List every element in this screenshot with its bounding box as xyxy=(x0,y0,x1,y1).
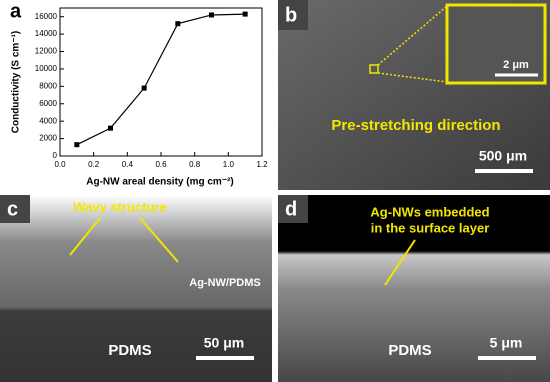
data-point xyxy=(209,12,214,18)
annotation: Ag-NWs embedded xyxy=(370,204,489,219)
inset xyxy=(445,3,547,85)
sem-image xyxy=(278,195,550,382)
arrow xyxy=(69,217,101,256)
substrate-label: PDMS xyxy=(388,342,431,359)
data-point xyxy=(141,85,147,91)
label-box xyxy=(278,0,308,30)
scale-label: 500 μm xyxy=(479,148,527,164)
chart-a: a Ag-NW areal density (mg cm⁻²) Conducti… xyxy=(10,0,268,187)
annotation: Ag-NW/PDMS xyxy=(189,277,261,289)
substrate-label: PDMS xyxy=(108,342,151,359)
y-tick-label: 14000 xyxy=(35,29,58,38)
y-tick-label: 12000 xyxy=(35,47,58,56)
data-point xyxy=(175,21,181,27)
x-tick-label: 1.2 xyxy=(256,160,268,169)
zoom-line xyxy=(377,72,448,83)
x-tick-label: 0.2 xyxy=(88,160,100,169)
sem-image xyxy=(0,195,272,382)
annotation: in the surface layer xyxy=(371,220,490,235)
annotation: Pre-stretching direction xyxy=(331,117,500,134)
panel-label: a xyxy=(10,0,22,22)
y-tick-label: 16000 xyxy=(35,12,58,21)
y-tick-label: 8000 xyxy=(39,81,57,90)
arrow xyxy=(384,239,416,286)
x-tick-label: 0.0 xyxy=(54,160,66,169)
data-point xyxy=(74,142,80,148)
label-box xyxy=(0,195,30,223)
y-tick-label: 4000 xyxy=(39,116,57,125)
zoom-line xyxy=(377,5,448,66)
y-axis-label: Conductivity (S cm⁻¹) xyxy=(11,31,22,134)
y-tick-label: 10000 xyxy=(35,64,58,73)
y-tick-label: 2000 xyxy=(39,134,57,143)
scale-label: 5 μm xyxy=(490,335,523,351)
zoom-box xyxy=(369,64,379,74)
x-tick-label: 1.0 xyxy=(223,160,235,169)
y-tick-label: 6000 xyxy=(39,99,57,108)
y-tick-label: 0 xyxy=(53,151,58,160)
annotation: Wavy structure xyxy=(73,199,166,214)
panel-label: c xyxy=(7,198,18,220)
label-box xyxy=(278,195,308,223)
panel-label: d xyxy=(285,198,297,220)
data-point xyxy=(108,125,113,131)
x-tick-label: 0.6 xyxy=(155,160,167,169)
data-line xyxy=(76,13,246,146)
x-axis-label: Ag-NW areal density (mg cm⁻²) xyxy=(86,177,234,188)
x-tick-label: 0.8 xyxy=(189,160,201,169)
data-point xyxy=(242,11,248,17)
panel-label: b xyxy=(285,4,297,26)
arrow xyxy=(139,217,179,263)
scale-label: 2 μm xyxy=(503,59,529,71)
scale-label: 50 μm xyxy=(204,335,244,351)
x-tick-label: 0.4 xyxy=(122,160,134,169)
